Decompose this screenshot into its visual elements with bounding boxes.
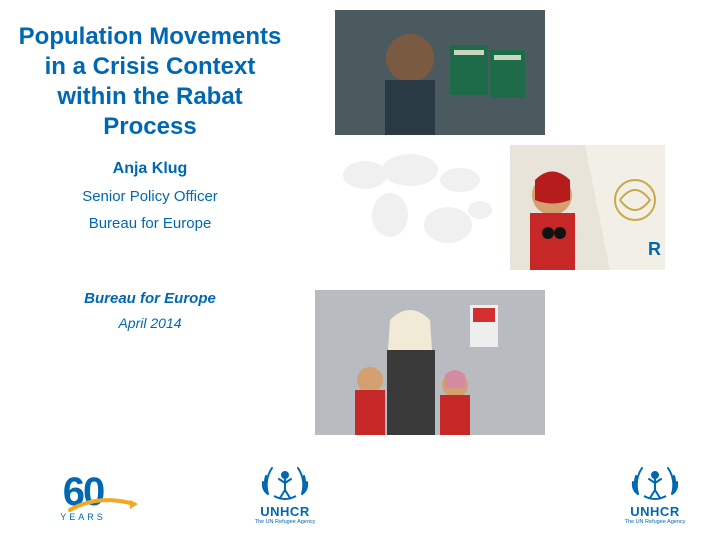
meta-date: April 2014 xyxy=(10,315,290,331)
laurel-icon xyxy=(260,460,310,502)
unhcr-tagline: The UN Refugee Agency xyxy=(245,519,325,525)
unhcr-name: UNHCR xyxy=(615,504,695,519)
author-name: Anja Klug xyxy=(10,160,290,178)
map-decoration xyxy=(330,140,510,270)
unhcr-tagline: The UN Refugee Agency xyxy=(615,519,695,525)
laurel-icon xyxy=(630,460,680,502)
photo-girl-tent: R xyxy=(510,145,665,270)
logo-60-years: 60 YEARS xyxy=(38,474,128,522)
logo-unhcr-right: UNHCR The UN Refugee Agency xyxy=(615,460,695,525)
photo-man-documents xyxy=(335,10,545,135)
meta-bureau: Bureau for Europe xyxy=(10,290,290,307)
author-bureau: Bureau for Europe xyxy=(10,215,290,232)
author-block: Anja Klug Senior Policy Officer Bureau f… xyxy=(10,160,290,232)
photo-woman-children xyxy=(315,290,545,435)
author-role: Senior Policy Officer xyxy=(10,188,290,205)
meta-block: Bureau for Europe April 2014 xyxy=(10,290,290,331)
svg-text:R: R xyxy=(648,239,661,259)
unhcr-name: UNHCR xyxy=(245,504,325,519)
logo-unhcr-left: UNHCR The UN Refugee Agency xyxy=(245,460,325,525)
swoosh-icon xyxy=(68,496,138,516)
slide-title: Population Movements in a Crisis Context… xyxy=(10,22,290,142)
